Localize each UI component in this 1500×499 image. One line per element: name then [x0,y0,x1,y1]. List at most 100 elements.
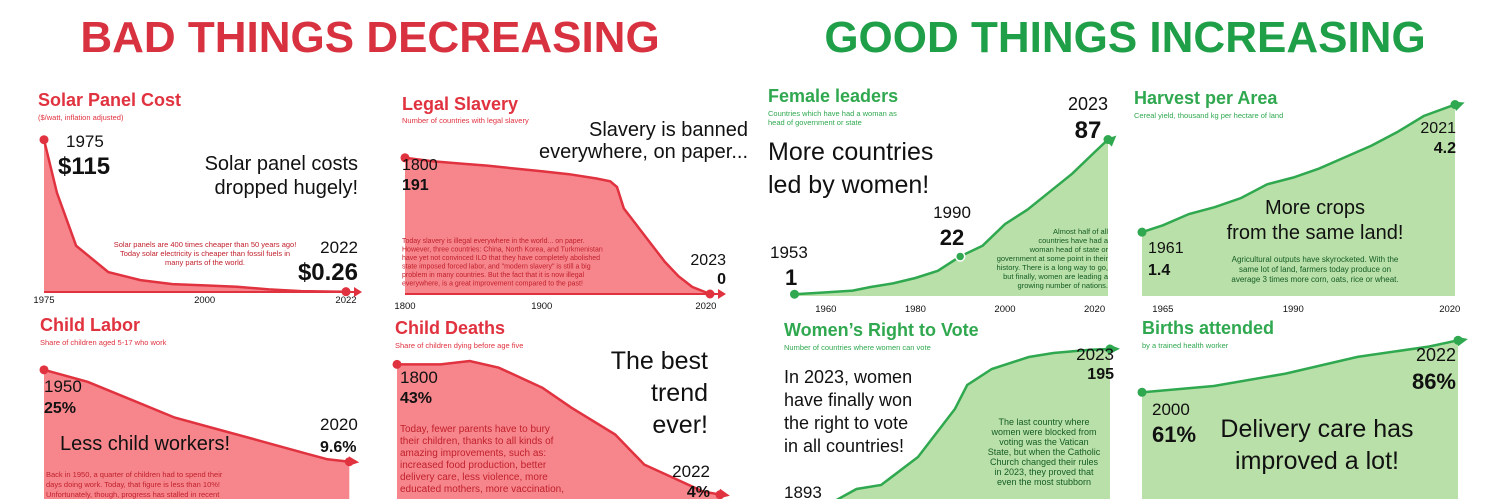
remark: The best [611,347,708,375]
trend-line [43,368,350,463]
note: women were blocked from [990,427,1096,437]
chart-subtitle: head of government or state [768,118,862,127]
remark: Less child workers! [60,433,230,455]
data-point [715,490,725,499]
note: in 2023, they proved that [994,467,1094,477]
value-label: 61% [1152,422,1196,447]
remark: ever! [652,411,708,439]
x-tick-label: 1960 [815,304,836,315]
note: everywhere, is a great improvement compa… [402,281,583,288]
chart-subtitle: Countries which have had a woman as [768,109,897,118]
note: Agricultural outputs have skyrocketed. W… [1232,255,1399,264]
note: voting was the Vatican [999,437,1088,447]
data-point [1137,387,1147,397]
data-point [1103,135,1113,145]
x-tick-label: 2020 [1439,304,1460,315]
note: growing number of nations. [1018,281,1108,290]
year-label: 2021 [1420,120,1456,137]
data-point [392,359,402,369]
x-tick-label: 1975 [33,295,54,306]
note: Almost half of all [1053,227,1108,236]
note: delivery care, less violence, more [400,472,548,483]
note: woman head of state or [1029,245,1109,254]
data-point [1450,100,1460,110]
year-label: 2023 [1068,94,1108,114]
area-fill [838,349,1110,499]
note: average 3 times more corn, oats, rice or… [1231,275,1398,284]
trend-line [835,347,1111,499]
note: but finally, women are leading a [1003,272,1109,281]
value-label: 1 [785,265,797,290]
note: Today solar electricity is cheaper than … [120,249,290,258]
value-label: $0.26 [298,259,358,286]
x-tick-label: 2020 [695,301,716,312]
year-label: 1990 [933,203,971,222]
data-point [705,289,715,299]
note: history. There is a long way to go, [997,263,1108,272]
x-tick-label: 1980 [905,304,926,315]
data-point [344,457,354,467]
note: State, but when the Catholic [988,447,1101,457]
area-fill [397,361,720,499]
trend-line [1141,103,1456,234]
year-label: 1893 [784,483,822,499]
data-point [1453,335,1463,345]
chart-subtitle: Share of children aged 5-17 who work [40,338,167,347]
value-label: 0 [717,271,726,288]
remark: have finally won [784,390,912,410]
note: educated mothers, more vaccination, [400,484,564,495]
note: days doing work. Today, that figure is l… [46,480,220,489]
chart-subtitle: Number of countries where women can vote [784,343,931,352]
x-tick-label: 2000 [994,304,1015,315]
axis-arrow [354,287,362,297]
data-point [1137,227,1147,237]
area-fill [44,369,350,499]
x-tick-label: 2000 [194,295,215,306]
note: Unfortunately, though, progress has stal… [46,490,220,499]
note: Church changed their rules [990,457,1099,467]
chart-subtitle: by a trained health worker [1142,341,1229,350]
data-point [39,135,49,145]
note: government at some point in their [997,254,1109,263]
remark: Solar panel costs [205,153,358,175]
remark: everywhere, on paper... [539,141,748,163]
area-fill [44,139,346,292]
data-point [39,365,49,375]
remark: In 2023, women [784,367,912,387]
year-label: 1961 [1148,240,1184,257]
remark: led by women! [768,171,929,199]
note: same lot of land, farmers today produce … [1239,265,1391,274]
remark: trend [651,379,708,407]
chart-subtitle: Cereal yield, thousand kg per hectare of… [1134,111,1283,120]
data-point [400,153,410,163]
value-label: 22 [940,225,964,250]
remark: More crops [1265,197,1365,219]
chart-title: Child Labor [40,315,140,335]
year-label: 2022 [672,462,710,481]
year-label: 2020 [320,415,358,434]
note: Solar panels are 400 times cheaper than … [114,240,297,249]
chart-title: Harvest per Area [1134,88,1278,108]
note: Today, fewer parents have to bury [400,424,550,435]
trend-line [397,359,721,496]
note: have yet not convinced ILO that they hav… [402,255,600,262]
remark: More countries [768,138,933,166]
value-label: 87 [1075,117,1102,144]
year-label: 2023 [690,252,726,269]
axis-arrow [718,289,726,299]
year-label: 1953 [770,243,808,262]
value-label: 86% [1412,369,1456,394]
x-tick-label: 2022 [335,295,356,306]
note: The last country where [998,417,1089,427]
data-point [341,287,351,297]
area-fill [405,157,710,294]
remark: from the same land! [1227,222,1404,244]
area-fill [794,139,1108,296]
data-point [1105,344,1115,354]
remark: Delivery care has [1220,415,1413,443]
value-label: $115 [58,153,110,180]
chart-subtitle: ($/watt, inflation adjusted) [38,113,124,122]
remark: improved a lot! [1235,447,1399,475]
